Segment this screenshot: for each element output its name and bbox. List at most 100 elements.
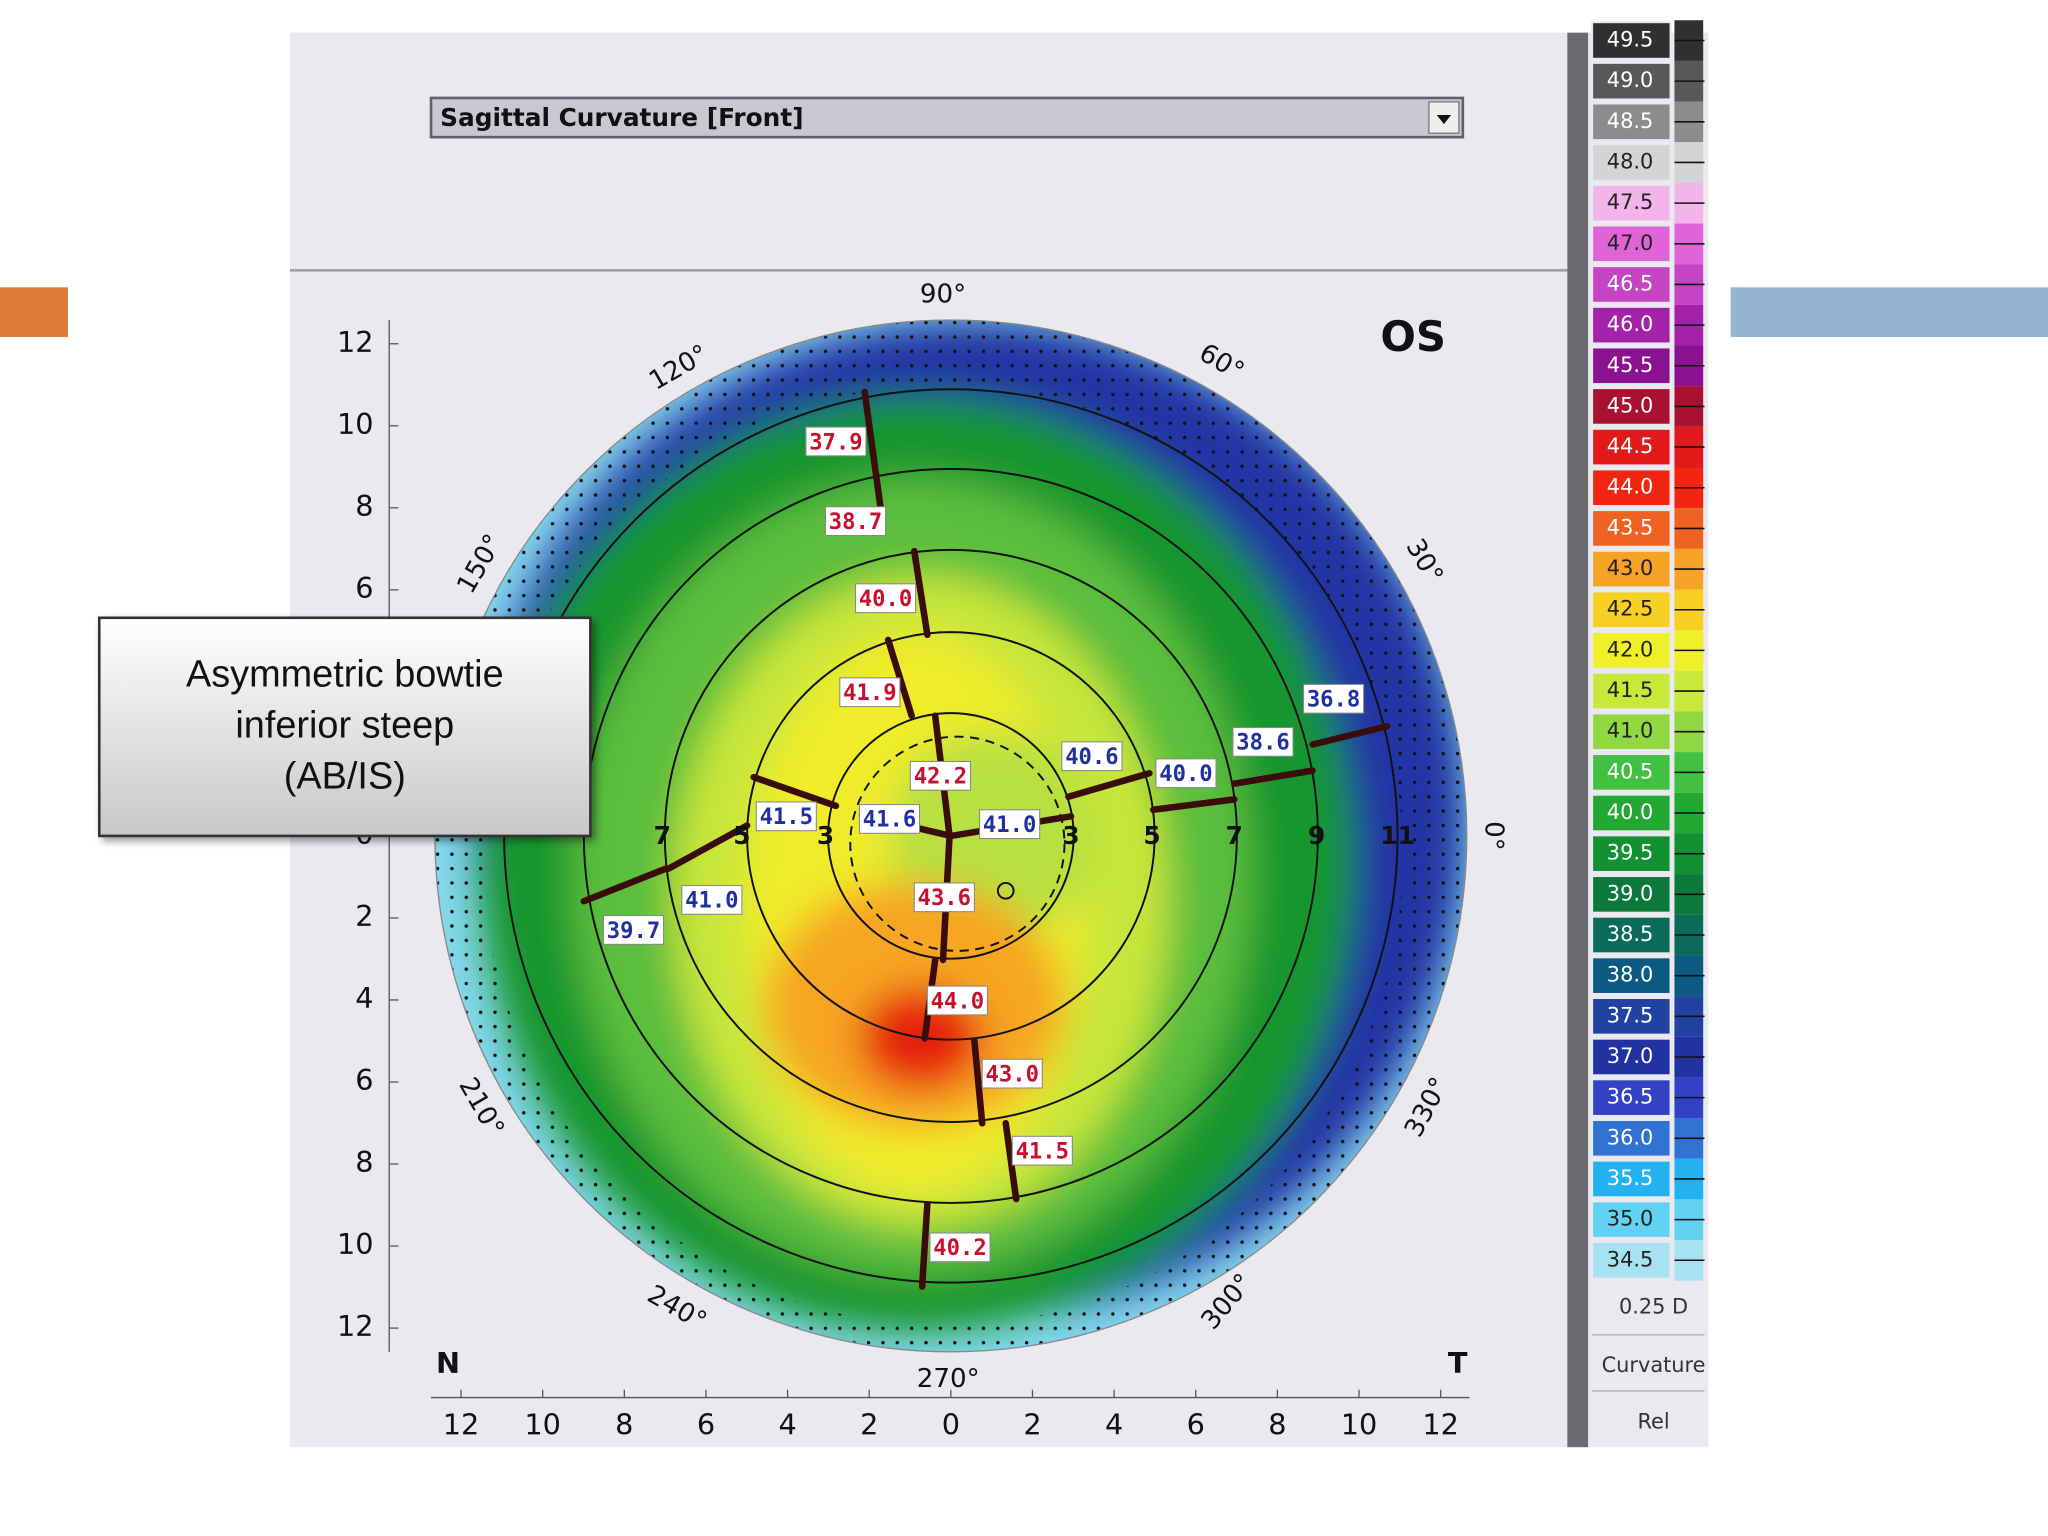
apex xyxy=(996,881,1015,900)
scale-swatch xyxy=(1591,753,1672,792)
steep-meridian xyxy=(911,547,931,639)
reading: 41.0 xyxy=(685,888,738,914)
steep-meridian xyxy=(971,1037,986,1127)
reading-box xyxy=(1232,726,1294,757)
reading: 42.2 xyxy=(914,764,967,790)
reading-box xyxy=(1155,758,1217,789)
accent-orange xyxy=(0,287,68,337)
scale-label: 37.5 xyxy=(1607,1003,1653,1027)
scale-label: 42.5 xyxy=(1607,597,1653,621)
reading-box xyxy=(913,882,975,913)
x-tick-label: 10 xyxy=(1341,1407,1378,1441)
steep-meridian xyxy=(918,1200,931,1290)
reading-box xyxy=(979,809,1041,840)
reading: 38.6 xyxy=(1236,730,1289,756)
ring xyxy=(827,712,1075,960)
y-tick-label: 2 xyxy=(355,899,373,933)
scale-swatch xyxy=(1591,102,1672,142)
x-tick-label: 6 xyxy=(1187,1407,1205,1441)
scale-label: 49.5 xyxy=(1607,27,1653,51)
y-tick-label: 4 xyxy=(355,981,373,1015)
scale-label: 43.0 xyxy=(1607,556,1653,580)
scale-label: 34.5 xyxy=(1607,1247,1653,1271)
y-tick-label: 6 xyxy=(355,1063,373,1097)
scale-step: 0.25 D xyxy=(1619,1294,1688,1318)
nasal-label: N xyxy=(436,1346,460,1380)
dropdown-arrow xyxy=(1436,114,1452,125)
y-tick-label: 10 xyxy=(337,407,374,441)
ring xyxy=(663,548,1238,1123)
scale-label: 44.0 xyxy=(1607,475,1653,499)
angle-label: 90° xyxy=(920,280,966,310)
scale-swatch xyxy=(1591,509,1672,548)
steep-meridian xyxy=(1002,1120,1020,1203)
scale-swatch xyxy=(1591,1037,1672,1077)
y-tick-label: 8 xyxy=(355,489,373,523)
scale-swatch xyxy=(1591,956,1672,995)
reading-box xyxy=(858,804,921,834)
scale-swatch xyxy=(1591,1078,1672,1117)
reading: 40.6 xyxy=(1065,744,1118,770)
scale-label: 46.5 xyxy=(1607,271,1653,295)
scale-swatch xyxy=(1591,834,1672,873)
reading: 41.9 xyxy=(843,680,896,706)
scale-label: 40.5 xyxy=(1607,759,1653,783)
x-tick-label: 12 xyxy=(443,1407,480,1441)
reading: 41.6 xyxy=(863,807,916,833)
reading-box xyxy=(929,1232,991,1263)
scale-swatch xyxy=(1591,793,1672,833)
x-tick-label: 12 xyxy=(1422,1407,1459,1441)
scale-label: 47.0 xyxy=(1607,231,1653,255)
callout-box xyxy=(97,616,592,838)
divider xyxy=(1567,32,1589,1448)
scale-swatch xyxy=(1591,427,1672,467)
ring-label: 3 xyxy=(1062,821,1079,850)
temporal-label: T xyxy=(1448,1346,1468,1380)
scale-label: 47.5 xyxy=(1607,190,1653,214)
reading-box xyxy=(681,885,743,915)
reading-box xyxy=(805,426,867,457)
scale-label: 48.0 xyxy=(1607,149,1653,173)
pupil xyxy=(849,735,1066,952)
reading-box xyxy=(1061,741,1123,772)
reading: 43.0 xyxy=(986,1061,1039,1087)
scale-swatch xyxy=(1591,1159,1672,1199)
scale-swatch xyxy=(1591,21,1672,60)
reading-box xyxy=(926,985,988,1016)
callout-line: Asymmetric bowtie xyxy=(186,654,504,696)
x-tick-label: 8 xyxy=(615,1407,633,1441)
ring-label: 5 xyxy=(1143,821,1160,850)
reading-box xyxy=(854,583,917,614)
x-tick-label: 4 xyxy=(778,1407,796,1441)
flat-meridian xyxy=(1150,796,1238,814)
scale-swatch xyxy=(1591,671,1672,711)
x-tick-label: 0 xyxy=(942,1407,960,1441)
scale-swatch xyxy=(1591,590,1672,629)
scale-label: 38.5 xyxy=(1607,922,1653,946)
reading-box xyxy=(602,915,665,945)
y-tick-label: 8 xyxy=(355,1145,373,1179)
reading: 40.0 xyxy=(1159,761,1212,787)
y-tick-label: 6 xyxy=(355,571,373,605)
scale-label: 40.0 xyxy=(1607,800,1653,824)
ring-label: 7 xyxy=(1226,821,1243,850)
flat-meridian xyxy=(1231,767,1316,787)
reading: 44.0 xyxy=(931,988,984,1014)
y-tick-label: 12 xyxy=(337,325,374,359)
x-tick-label: 8 xyxy=(1268,1407,1286,1441)
reading-box xyxy=(824,506,887,537)
x-tick-label: 2 xyxy=(860,1407,878,1441)
scale-label: 35.0 xyxy=(1607,1207,1653,1231)
reading: 39.7 xyxy=(607,918,660,944)
dropdown[interactable] xyxy=(429,96,1465,139)
scale-label: 49.0 xyxy=(1607,68,1653,92)
flat-meridian xyxy=(580,865,670,905)
scale-swatch xyxy=(1591,346,1672,386)
scale-label: 43.5 xyxy=(1607,515,1653,539)
ring xyxy=(746,631,1156,1041)
scale-swatch xyxy=(1591,183,1672,223)
scale-swatch xyxy=(1591,305,1672,345)
x-tick-label: 6 xyxy=(697,1407,715,1441)
scale-swatch xyxy=(1591,549,1672,589)
